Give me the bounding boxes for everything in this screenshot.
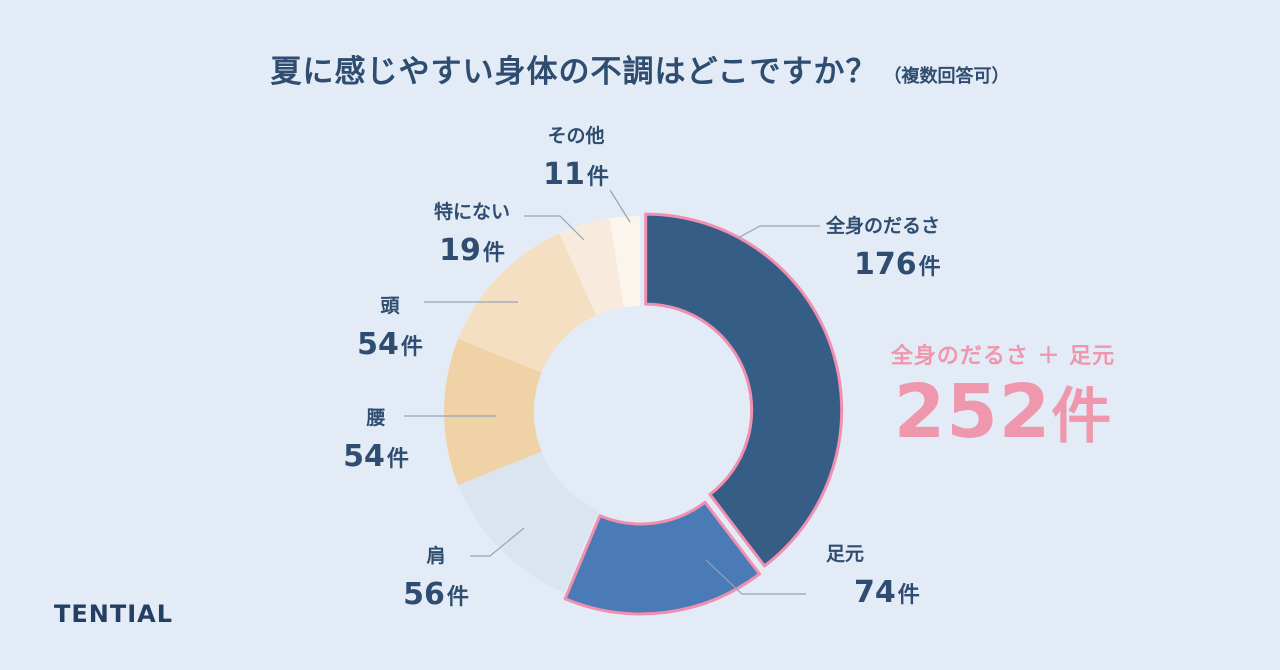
slice-label-1: 全身のだるさ <box>825 214 940 237</box>
highlight-total: 252件 <box>868 370 1138 459</box>
chart-title-block: 夏に感じやすい身体の不調はどこですか？ （複数回答可） <box>0 46 1280 91</box>
slice-label-2: 足元 <box>826 543 864 565</box>
slice-value-6: 19件 <box>439 233 505 268</box>
leader-line-1 <box>737 225 820 239</box>
slice-value-5: 54件 <box>357 327 423 362</box>
slice-value-2: 74件 <box>854 575 920 610</box>
highlight-label: 全身のだるさ ＋ 足元 <box>890 344 1116 369</box>
donut-slice-6 <box>559 218 624 316</box>
highlight-callout: 全身のだるさ ＋ 足元 252件 <box>868 338 1138 459</box>
brand-logo: TENTIAL <box>54 600 174 628</box>
slice-label-5: 頭 <box>380 295 400 317</box>
chart-subtitle: （複数回答可） <box>883 66 1010 87</box>
slice-label-6: 特にない <box>434 201 510 223</box>
slice-value-1: 176件 <box>854 247 941 282</box>
slice-label-3: 肩 <box>426 544 445 567</box>
leader-line-2 <box>705 559 806 595</box>
donut-slice-2 <box>563 500 762 616</box>
highlight-total-value: 252 <box>893 369 1052 455</box>
donut-slice-3 <box>458 451 600 593</box>
leader-line-7 <box>609 189 631 223</box>
slice-value-7: 11件 <box>543 157 609 192</box>
leader-line-3 <box>470 527 525 557</box>
slice-label-7: その他 <box>547 124 604 147</box>
slice-value-4: 54件 <box>343 439 409 474</box>
leader-line-6 <box>524 215 585 241</box>
donut-slice-5 <box>458 233 597 373</box>
slice-label-4: 腰 <box>365 407 385 429</box>
donut-slice-1 <box>644 212 844 568</box>
chart-title: 夏に感じやすい身体の不調はどこですか？ <box>270 54 878 90</box>
slice-value-3: 56件 <box>403 577 469 612</box>
highlight-total-unit: 件 <box>1051 382 1113 452</box>
donut-slice-7 <box>609 216 640 308</box>
donut-slice-4 <box>444 338 542 486</box>
